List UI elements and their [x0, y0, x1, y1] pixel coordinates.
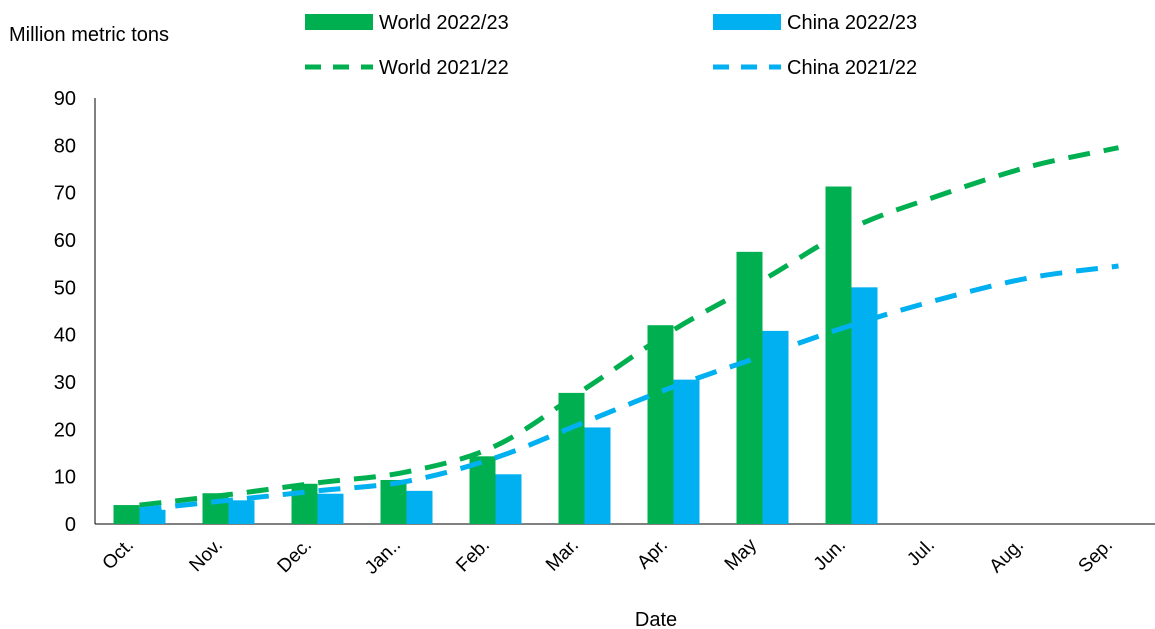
legend: World 2022/23 China 2022/23 World 2021/22 C… [305, 12, 917, 79]
bar [762, 330, 789, 524]
x-tick-label: Jan.. [361, 535, 405, 579]
y-tick-label: 90 [54, 88, 76, 110]
bar [469, 456, 496, 524]
x-tick-label: Feb. [452, 535, 494, 577]
y-tick-label: 70 [54, 183, 76, 205]
bar [584, 427, 611, 524]
y-tick-label: 20 [54, 419, 76, 441]
bar [113, 505, 140, 524]
legend-swatch [305, 14, 373, 30]
series-line [139, 263, 1119, 513]
x-axis-title: Date [635, 609, 677, 629]
legend-label: World 2021/22 [379, 57, 509, 79]
x-tick-label: May [721, 534, 762, 575]
legend-label: China 2022/23 [787, 12, 917, 34]
bar [851, 287, 878, 524]
bars [113, 186, 878, 525]
y-tick-label: 50 [54, 277, 76, 299]
series-lines [139, 145, 1120, 513]
y-tick-label: 10 [54, 467, 76, 489]
x-tick-label: Sep. [1075, 535, 1117, 577]
x-tick-label: Mar. [542, 535, 583, 576]
series-line [139, 145, 1120, 508]
y-tick-label: 80 [54, 135, 76, 157]
y-axis-title: Million metric tons [9, 24, 169, 46]
bar [406, 490, 433, 524]
bar [317, 493, 344, 524]
x-tick-label: Apr. [633, 535, 672, 574]
bar [736, 251, 763, 525]
legend-label: World 2022/23 [379, 12, 509, 34]
x-tick-label: Aug. [986, 535, 1028, 577]
y-tick-label: 40 [54, 325, 76, 347]
legend-swatch [713, 14, 781, 30]
bar [825, 186, 852, 524]
y-tick-label: 0 [65, 514, 76, 536]
x-tick-label: Jun. [810, 535, 850, 575]
y-tick-label: 30 [54, 372, 76, 394]
bar [228, 500, 255, 524]
y-tick-label: 60 [54, 230, 76, 252]
bar [139, 509, 166, 524]
bar [291, 483, 318, 524]
axes [94, 98, 1155, 525]
x-tick-label: Jul. [903, 535, 939, 571]
bar [647, 325, 674, 524]
bar [495, 474, 522, 524]
bar [558, 392, 585, 524]
x-tick-label: Dec. [274, 535, 316, 577]
legend-label: China 2021/22 [787, 57, 917, 79]
x-tick-label: Oct. [99, 535, 138, 574]
x-tick-label: Nov. [186, 535, 227, 576]
bar [380, 479, 407, 524]
bar [673, 379, 700, 524]
